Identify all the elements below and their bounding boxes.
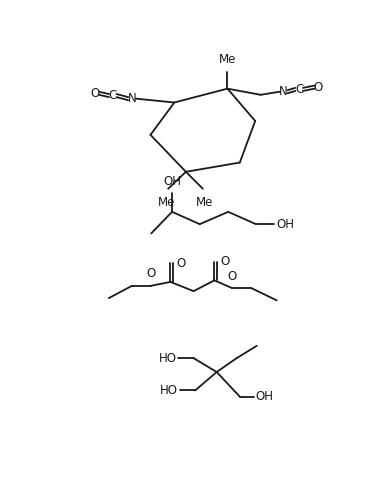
Text: N: N	[279, 85, 288, 98]
Text: O: O	[90, 87, 100, 100]
Text: N: N	[128, 92, 136, 105]
Text: OH: OH	[164, 175, 182, 188]
Text: O: O	[314, 80, 323, 94]
Text: OH: OH	[277, 218, 295, 231]
Text: O: O	[228, 270, 237, 282]
Text: OH: OH	[255, 390, 273, 403]
Text: Me: Me	[158, 197, 175, 210]
Text: Me: Me	[219, 53, 236, 66]
Text: Me: Me	[196, 197, 213, 210]
Text: O: O	[177, 257, 186, 270]
Text: O: O	[147, 268, 156, 281]
Text: HO: HO	[159, 352, 177, 365]
Text: O: O	[221, 255, 230, 268]
Text: HO: HO	[160, 384, 178, 397]
Text: C: C	[295, 83, 303, 96]
Text: C: C	[109, 89, 117, 102]
